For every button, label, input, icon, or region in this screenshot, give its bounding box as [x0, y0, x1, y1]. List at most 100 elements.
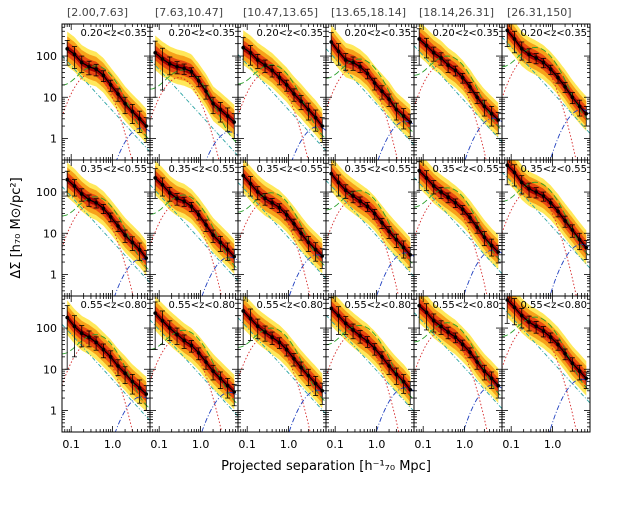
data-point [424, 43, 429, 48]
data-point [123, 233, 127, 237]
one-halo-curve [238, 64, 326, 140]
data-point [584, 376, 589, 381]
miscentred-curve [326, 197, 399, 296]
redshift-label: 0.55<z<0.80 [344, 300, 411, 311]
one-halo-curve [502, 181, 590, 257]
redshift-label: 0.55<z<0.80 [168, 300, 235, 311]
data-point [351, 328, 355, 332]
data-point [263, 63, 267, 67]
data-point [577, 237, 582, 242]
data-point [343, 321, 348, 326]
data-point [306, 107, 311, 112]
one-halo-curve [238, 192, 326, 268]
data-point [336, 180, 341, 185]
one-halo-curve [238, 327, 326, 403]
data-point [277, 340, 282, 345]
data-point [548, 200, 553, 205]
data-point [79, 192, 84, 196]
panel: 0.20<z<0.35 [325, 23, 415, 161]
data-point [284, 347, 289, 352]
baryonic-curve [414, 177, 502, 275]
x-axis-title: Projected separation [h⁻¹₇₀ Mpc] [221, 459, 431, 474]
data-point [417, 37, 421, 41]
miscentred-curve [414, 63, 487, 160]
data-point [94, 200, 98, 205]
data-point [255, 324, 260, 329]
baryonic-curve [62, 323, 150, 421]
band-core [243, 307, 323, 395]
data-point [175, 64, 179, 69]
data-point [394, 372, 399, 377]
baryonic-curve [326, 314, 414, 412]
data-point [534, 190, 538, 194]
data-point [512, 37, 517, 41]
x-tick-label: 1.0 [456, 438, 474, 451]
two-halo-curve [114, 396, 150, 432]
band-68 [331, 34, 411, 130]
data-point [505, 163, 509, 167]
redshift-label: 0.55<z<0.80 [520, 300, 587, 311]
panel: 0.55<z<0.80 [149, 295, 239, 433]
baryonic-curve [238, 317, 326, 415]
data-point [72, 324, 77, 329]
data-point [439, 324, 443, 329]
data-point [475, 225, 479, 230]
data-point [468, 350, 472, 354]
data-point [372, 81, 377, 85]
data-point [130, 109, 135, 114]
baryonic-curve [150, 59, 238, 157]
data-point [108, 215, 113, 219]
miscentred-curve [414, 195, 488, 296]
data-point [101, 347, 106, 352]
data-point [160, 319, 165, 323]
data-point [505, 28, 509, 33]
data-point [541, 194, 546, 198]
data-point [189, 343, 194, 348]
data-point [408, 253, 413, 257]
data-point [380, 355, 384, 359]
panel-content [150, 35, 238, 160]
data-point [556, 209, 560, 214]
y-tick-label: 1 [50, 268, 57, 281]
x-tick-label: 0.1 [62, 438, 80, 451]
band-68 [155, 170, 235, 265]
data-point [144, 124, 149, 128]
data-point [218, 107, 223, 112]
data-point [167, 191, 172, 195]
data-point [527, 186, 531, 191]
data-point [556, 342, 560, 347]
band-core [67, 314, 147, 398]
miscentred-curve [238, 200, 311, 296]
band-core [155, 174, 235, 260]
data-point [468, 215, 472, 220]
baryonic-curve [62, 55, 150, 153]
panel-content [238, 160, 326, 296]
redshift-label: 0.35<z<0.55 [344, 164, 411, 175]
data-point [79, 60, 84, 65]
data-point [284, 83, 289, 87]
band-68 [243, 168, 323, 264]
data-point [372, 211, 377, 216]
data-point [351, 60, 355, 65]
data-point [263, 196, 267, 201]
data-point [584, 245, 589, 250]
y-tick-label: 10 [43, 91, 57, 104]
miscentred-curve [326, 332, 400, 432]
two-halo-curve [549, 109, 590, 160]
miscentred-curve [414, 330, 488, 432]
two-halo-curve [549, 378, 590, 432]
data-point [248, 181, 253, 186]
panel-content [62, 300, 150, 432]
data-point [460, 75, 465, 80]
band-core [419, 167, 499, 256]
panel: 0.20<z<0.35 [149, 23, 239, 161]
data-point [130, 240, 135, 245]
miscentred-curve [238, 335, 311, 432]
data-point [175, 196, 179, 201]
y-tick-label: 1 [50, 404, 57, 417]
data-point [130, 379, 135, 384]
band-core [507, 296, 587, 382]
data-point [439, 56, 443, 60]
data-point [380, 220, 384, 225]
baryonic-curve [326, 48, 414, 146]
